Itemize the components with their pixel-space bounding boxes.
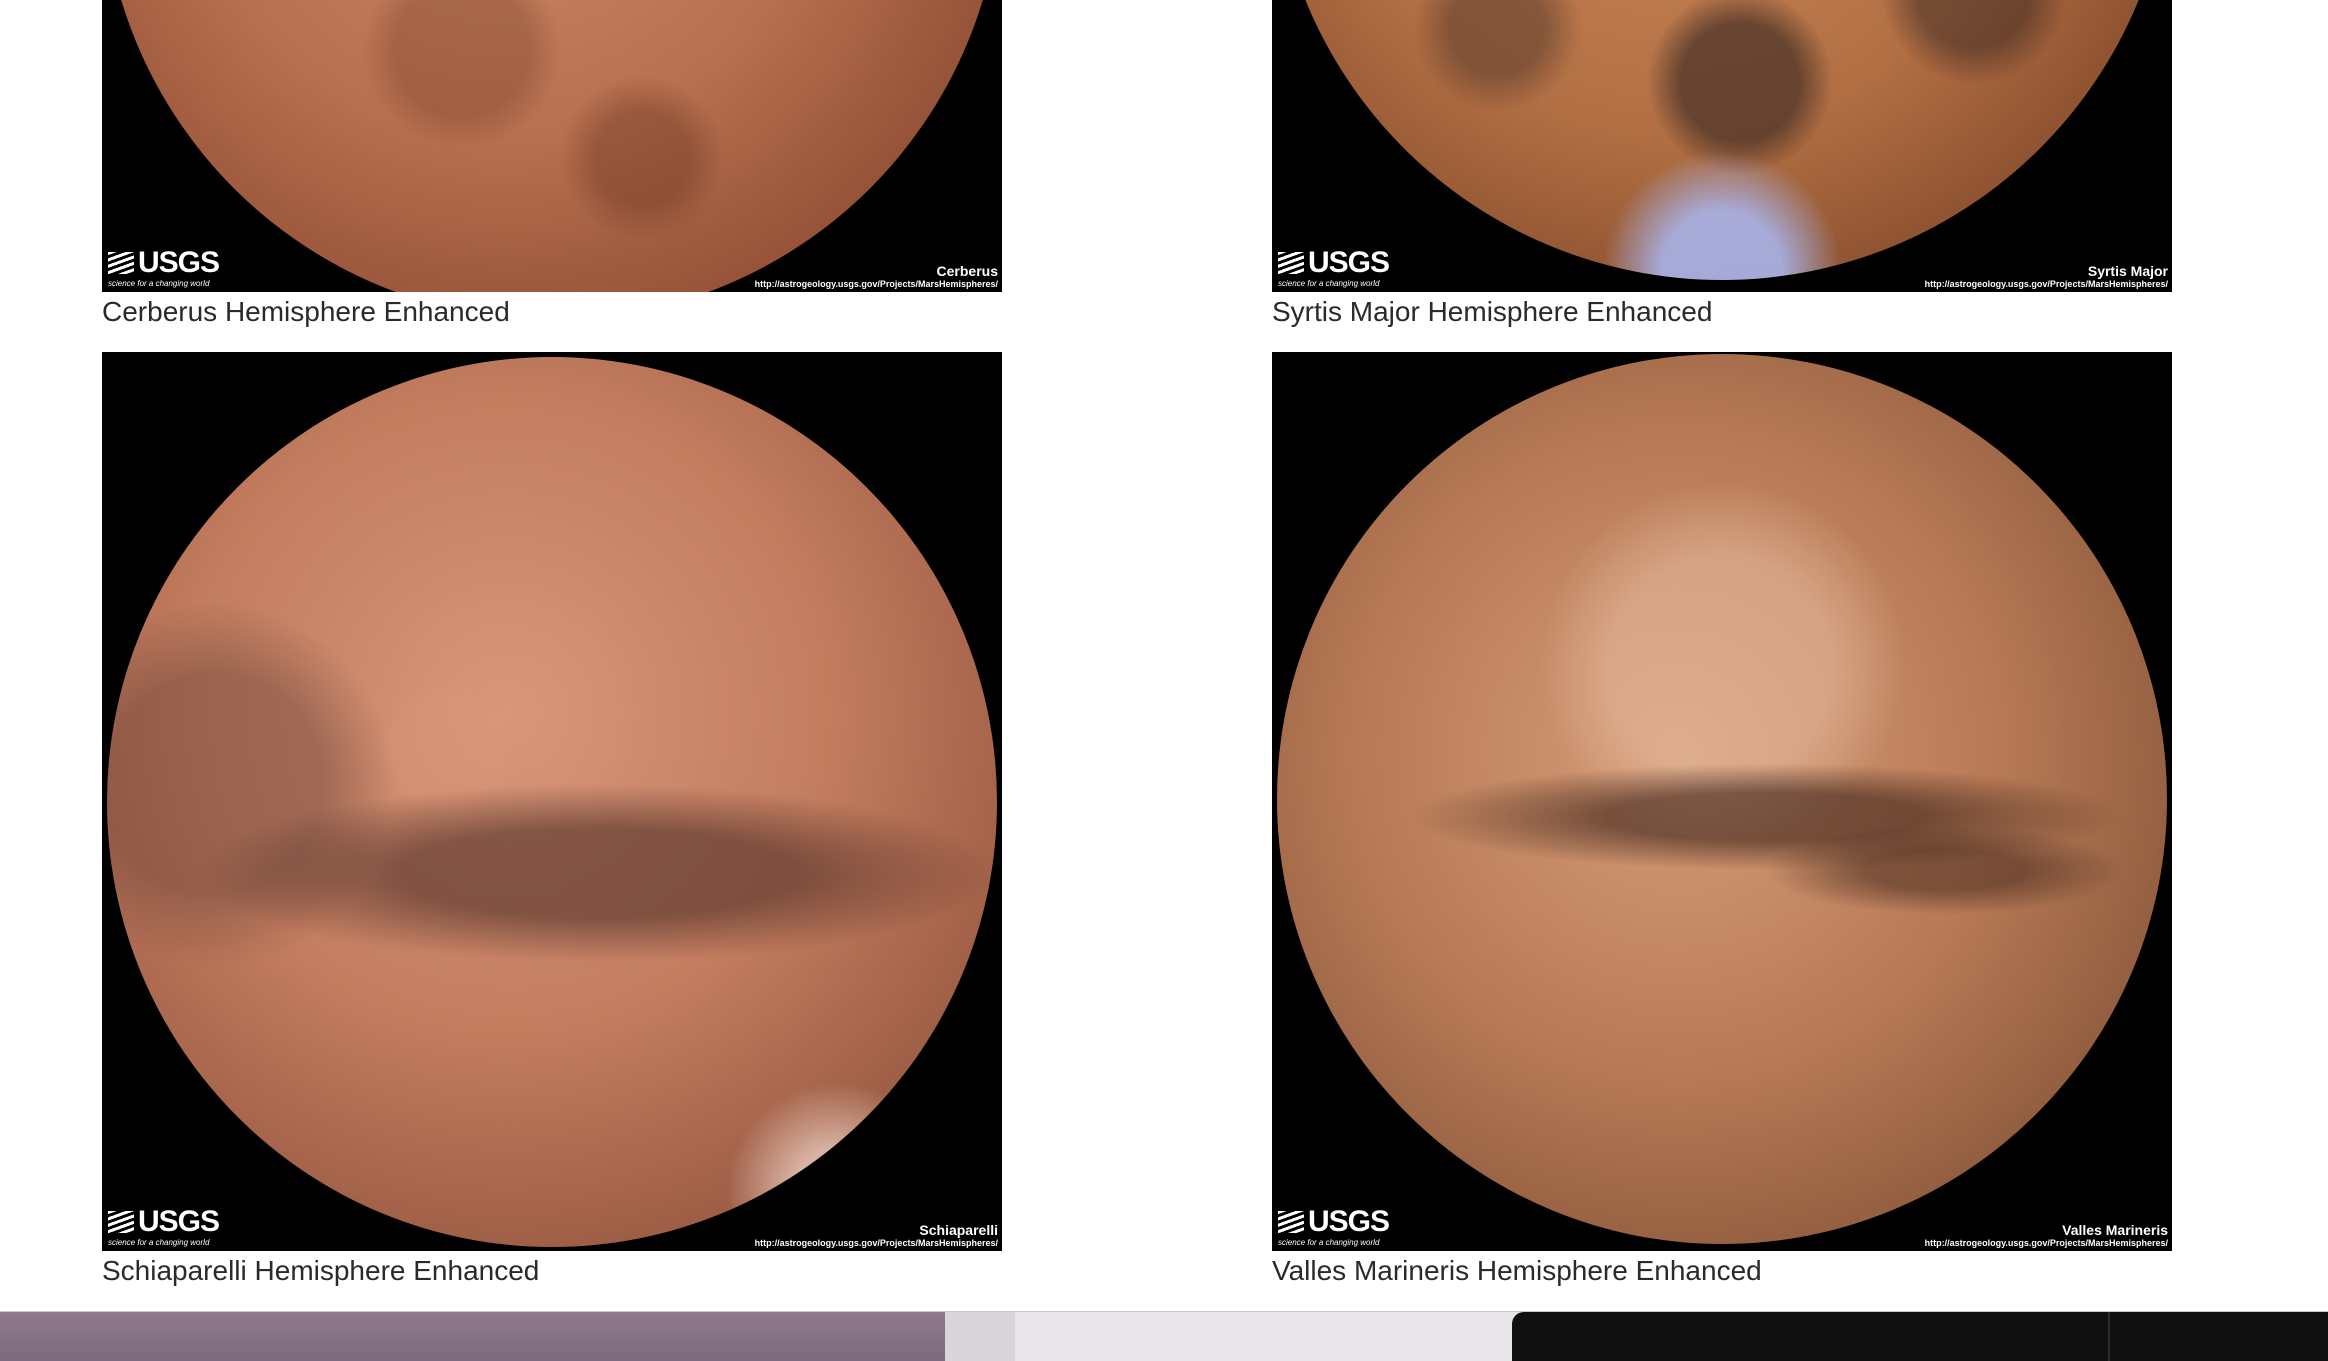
usgs-wave-icon: [1278, 252, 1304, 274]
dock-window-panel[interactable]: [1512, 1312, 2328, 1361]
usgs-tagline: science for a changing world: [1278, 279, 1380, 288]
usgs-wave-icon: [108, 252, 134, 274]
image-credit: Valles Marineris http://astrogeology.usg…: [1924, 1221, 2168, 1248]
usgs-tagline: science for a changing world: [108, 1238, 210, 1247]
usgs-wave-icon: [1278, 1211, 1304, 1233]
gallery-card-schiaparelli: USGS science for a changing world Schiap…: [102, 352, 1002, 1287]
hemisphere-image-cerberus[interactable]: USGS science for a changing world Cerber…: [102, 0, 1002, 292]
dock-wallpaper-region: [0, 1312, 945, 1361]
mars-planet-graphic: [1272, 0, 2172, 280]
mars-planet-graphic: [107, 357, 997, 1247]
usgs-tagline: science for a changing world: [108, 279, 210, 288]
usgs-logo: USGS science for a changing world: [1278, 1205, 1390, 1247]
usgs-logo: USGS science for a changing world: [108, 1205, 220, 1247]
hemisphere-image-syrtis-major[interactable]: USGS science for a changing world Syrtis…: [1272, 0, 2172, 292]
mars-planet-graphic: [102, 0, 1002, 292]
hemisphere-caption[interactable]: Schiaparelli Hemisphere Enhanced: [102, 1255, 540, 1286]
image-label: Cerberus: [936, 262, 998, 279]
gallery-card-syrtis-major: USGS science for a changing world Syrtis…: [1272, 0, 2172, 328]
usgs-logo: USGS science for a changing world: [1278, 246, 1390, 288]
hemisphere-caption[interactable]: Cerberus Hemisphere Enhanced: [102, 296, 510, 327]
usgs-logo-text: USGS: [1308, 1205, 1390, 1238]
hemisphere-caption[interactable]: Valles Marineris Hemisphere Enhanced: [1272, 1255, 1762, 1286]
image-url: http://astrogeology.usgs.gov/Projects/Ma…: [754, 279, 998, 289]
image-url: http://astrogeology.usgs.gov/Projects/Ma…: [1924, 279, 2168, 289]
image-credit: Cerberus http://astrogeology.usgs.gov/Pr…: [754, 262, 998, 289]
image-label: Valles Marineris: [2062, 1221, 2168, 1238]
hemisphere-caption[interactable]: Syrtis Major Hemisphere Enhanced: [1272, 296, 1713, 327]
gallery-card-cerberus: USGS science for a changing world Cerber…: [102, 0, 1002, 328]
hemisphere-image-valles-marineris[interactable]: USGS science for a changing world Valles…: [1272, 352, 2172, 1251]
image-url: http://astrogeology.usgs.gov/Projects/Ma…: [1924, 1238, 2168, 1248]
usgs-logo-text: USGS: [1308, 246, 1390, 279]
usgs-logo: USGS science for a changing world: [108, 246, 220, 288]
mars-planet-graphic: [1277, 354, 2167, 1244]
dock-separator: [2108, 1312, 2110, 1361]
image-label: Syrtis Major: [2087, 262, 2168, 279]
image-label: Schiaparelli: [919, 1221, 998, 1238]
usgs-logo-text: USGS: [138, 246, 220, 279]
image-credit: Schiaparelli http://astrogeology.usgs.go…: [754, 1221, 998, 1248]
usgs-logo-text: USGS: [138, 1205, 220, 1238]
hemisphere-image-schiaparelli[interactable]: USGS science for a changing world Schiap…: [102, 352, 1002, 1251]
image-url: http://astrogeology.usgs.gov/Projects/Ma…: [754, 1238, 998, 1248]
gallery-card-valles-marineris: USGS science for a changing world Valles…: [1272, 352, 2172, 1287]
desktop-dock: [0, 1311, 2328, 1361]
image-credit: Syrtis Major http://astrogeology.usgs.go…: [1924, 262, 2168, 289]
usgs-tagline: science for a changing world: [1278, 1238, 1380, 1247]
usgs-wave-icon: [108, 1211, 134, 1233]
dock-divider-region: [945, 1312, 1015, 1361]
